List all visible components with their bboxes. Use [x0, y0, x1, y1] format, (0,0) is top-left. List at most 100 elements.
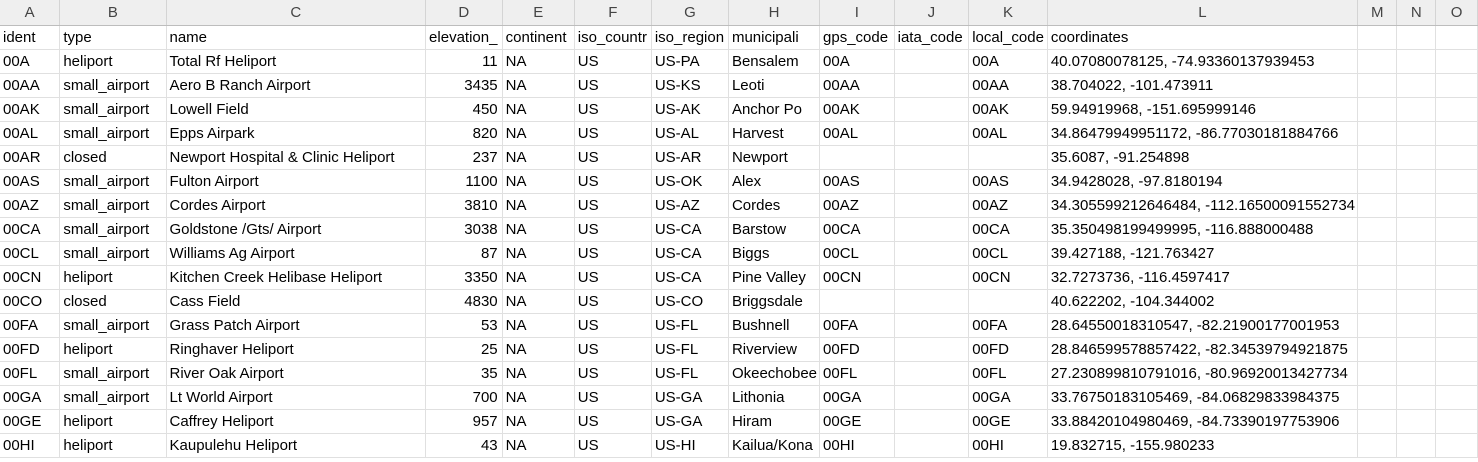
cell-iata-code[interactable]: [894, 217, 970, 242]
cell-iata-code[interactable]: [894, 73, 970, 98]
cell-iso-country[interactable]: US: [574, 265, 652, 290]
cell-local-code[interactable]: 00GA: [968, 385, 1048, 410]
cell-empty[interactable]: [1435, 193, 1478, 218]
cell-name[interactable]: Newport Hospital & Clinic Heliport: [166, 145, 427, 170]
cell-empty[interactable]: [1357, 25, 1398, 50]
cell-iso-region[interactable]: US-AK: [651, 97, 729, 122]
cell-name[interactable]: Aero B Ranch Airport: [166, 73, 427, 98]
cell-iso-country[interactable]: US: [574, 361, 652, 386]
cell-type[interactable]: heliport: [59, 337, 167, 362]
cell-coordinates[interactable]: 34.86479949951172, -86.77030181884766: [1047, 121, 1359, 146]
cell-iso-country[interactable]: US: [574, 241, 652, 266]
cell-ident[interactable]: 00FL: [0, 361, 61, 386]
cell-ident[interactable]: 00FA: [0, 313, 61, 338]
cell-municipality[interactable]: Alex: [728, 169, 821, 194]
cell-iso-region[interactable]: US-FL: [651, 337, 729, 362]
cell-iata-code[interactable]: [894, 49, 970, 74]
cell-iso-country[interactable]: US: [574, 385, 652, 410]
cell-type[interactable]: small_airport: [59, 169, 167, 194]
cell-elevation[interactable]: 4830: [425, 289, 503, 314]
cell-gps-code[interactable]: 00AL: [819, 121, 895, 146]
cell-iata-code[interactable]: [894, 337, 970, 362]
cell-municipality[interactable]: Newport: [728, 145, 821, 170]
cell-gps-code[interactable]: 00CL: [819, 241, 895, 266]
cell-iata-code[interactable]: [894, 385, 970, 410]
cell-ident[interactable]: 00CA: [0, 217, 61, 242]
column-header-K[interactable]: K: [968, 0, 1048, 26]
cell-header-ident[interactable]: ident: [0, 25, 61, 50]
cell-type[interactable]: small_airport: [59, 361, 167, 386]
cell-empty[interactable]: [1357, 313, 1398, 338]
cell-iso-country[interactable]: US: [574, 49, 652, 74]
cell-ident[interactable]: 00HI: [0, 433, 61, 458]
cell-coordinates[interactable]: 34.9428028, -97.8180194: [1047, 169, 1359, 194]
cell-local-code[interactable]: 00A: [968, 49, 1048, 74]
cell-elevation[interactable]: 957: [425, 409, 503, 434]
cell-iso-region[interactable]: US-CA: [651, 241, 729, 266]
column-header-L[interactable]: L: [1047, 0, 1359, 26]
cell-empty[interactable]: [1435, 169, 1478, 194]
cell-iso-country[interactable]: US: [574, 73, 652, 98]
cell-local-code[interactable]: 00AK: [968, 97, 1048, 122]
cell-empty[interactable]: [1396, 337, 1437, 362]
cell-local-code[interactable]: [968, 289, 1048, 314]
cell-empty[interactable]: [1357, 265, 1398, 290]
column-header-M[interactable]: M: [1357, 0, 1398, 26]
cell-continent[interactable]: NA: [502, 409, 575, 434]
cell-empty[interactable]: [1396, 313, 1437, 338]
cell-gps-code[interactable]: 00HI: [819, 433, 895, 458]
cell-empty[interactable]: [1357, 121, 1398, 146]
cell-iso-region[interactable]: US-HI: [651, 433, 729, 458]
cell-iata-code[interactable]: [894, 409, 970, 434]
cell-elevation[interactable]: 3810: [425, 193, 503, 218]
cell-gps-code[interactable]: [819, 145, 895, 170]
cell-name[interactable]: Fulton Airport: [166, 169, 427, 194]
cell-iso-region[interactable]: US-FL: [651, 361, 729, 386]
cell-municipality[interactable]: Kailua/Kona: [728, 433, 821, 458]
cell-ident[interactable]: 00AR: [0, 145, 61, 170]
cell-empty[interactable]: [1357, 433, 1398, 458]
cell-coordinates[interactable]: 19.832715, -155.980233: [1047, 433, 1359, 458]
column-header-B[interactable]: B: [59, 0, 167, 26]
cell-gps-code[interactable]: 00AK: [819, 97, 895, 122]
cell-continent[interactable]: NA: [502, 121, 575, 146]
cell-name[interactable]: Kitchen Creek Helibase Heliport: [166, 265, 427, 290]
cell-iata-code[interactable]: [894, 289, 970, 314]
cell-iata-code[interactable]: [894, 241, 970, 266]
cell-name[interactable]: Grass Patch Airport: [166, 313, 427, 338]
cell-gps-code[interactable]: 00CA: [819, 217, 895, 242]
cell-coordinates[interactable]: 28.846599578857422, -82.34539794921875: [1047, 337, 1359, 362]
cell-ident[interactable]: 00AS: [0, 169, 61, 194]
cell-coordinates[interactable]: 33.88420104980469, -84.73390197753906: [1047, 409, 1359, 434]
cell-type[interactable]: small_airport: [59, 313, 167, 338]
cell-coordinates[interactable]: 35.350498199499995, -116.888000488: [1047, 217, 1359, 242]
cell-empty[interactable]: [1435, 145, 1478, 170]
cell-continent[interactable]: NA: [502, 169, 575, 194]
cell-empty[interactable]: [1396, 409, 1437, 434]
cell-type[interactable]: heliport: [59, 265, 167, 290]
cell-empty[interactable]: [1396, 73, 1437, 98]
cell-local-code[interactable]: 00AZ: [968, 193, 1048, 218]
cell-empty[interactable]: [1396, 433, 1437, 458]
cell-municipality[interactable]: Hiram: [728, 409, 821, 434]
cell-iso-region[interactable]: US-CO: [651, 289, 729, 314]
cell-continent[interactable]: NA: [502, 73, 575, 98]
cell-empty[interactable]: [1435, 313, 1478, 338]
cell-empty[interactable]: [1435, 289, 1478, 314]
cell-elevation[interactable]: 87: [425, 241, 503, 266]
cell-empty[interactable]: [1396, 385, 1437, 410]
cell-gps-code[interactable]: 00AA: [819, 73, 895, 98]
cell-iso-region[interactable]: US-AL: [651, 121, 729, 146]
cell-empty[interactable]: [1435, 409, 1478, 434]
cell-type[interactable]: small_airport: [59, 73, 167, 98]
cell-empty[interactable]: [1435, 49, 1478, 74]
cell-empty[interactable]: [1357, 73, 1398, 98]
cell-ident[interactable]: 00CN: [0, 265, 61, 290]
cell-empty[interactable]: [1435, 241, 1478, 266]
cell-gps-code[interactable]: 00FL: [819, 361, 895, 386]
cell-type[interactable]: small_airport: [59, 97, 167, 122]
cell-header-elevation[interactable]: elevation_: [425, 25, 503, 50]
cell-elevation[interactable]: 237: [425, 145, 503, 170]
cell-type[interactable]: heliport: [59, 433, 167, 458]
cell-local-code[interactable]: 00HI: [968, 433, 1048, 458]
